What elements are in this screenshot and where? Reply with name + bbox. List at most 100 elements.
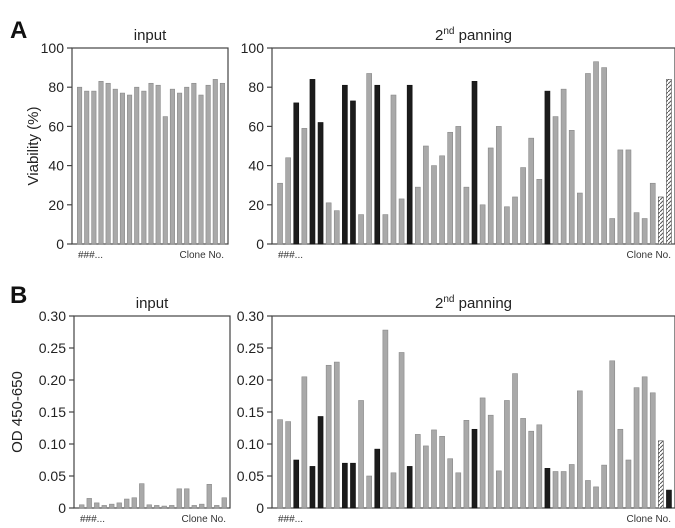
- bar: [585, 73, 591, 245]
- bar: [463, 186, 470, 245]
- bar: [105, 82, 111, 245]
- bar: [536, 179, 543, 245]
- y-tick-label: 0.30: [39, 308, 66, 324]
- panel-label-a: A: [10, 17, 27, 44]
- x-end-label: Clone No.: [180, 250, 224, 261]
- bar: [649, 392, 656, 509]
- bar: [398, 198, 405, 245]
- bar: [98, 81, 104, 245]
- bar: [406, 466, 413, 509]
- bar: [112, 88, 118, 245]
- bar: [479, 204, 486, 245]
- bar: [544, 468, 551, 509]
- bar: [398, 352, 405, 509]
- bar: [423, 445, 429, 509]
- bar: [176, 488, 182, 509]
- y-tick-label: 80: [48, 79, 64, 95]
- x-start-label: ###...: [278, 250, 303, 261]
- chart-a-input: 0 20 40 60 80 100 input Viability (%) ###... Clon…: [25, 27, 229, 261]
- bar: [495, 470, 502, 509]
- bar: [406, 84, 413, 245]
- bar: [325, 202, 332, 245]
- y-tick-label: 0.20: [39, 372, 66, 388]
- x-end-label: Clone No.: [627, 514, 671, 525]
- y-tick-label: 40: [248, 158, 264, 174]
- bar: [191, 82, 197, 245]
- y-tick-label: 60: [48, 118, 64, 134]
- bar: [342, 84, 348, 245]
- bar: [358, 400, 364, 509]
- bar: [390, 472, 397, 509]
- bar: [414, 434, 421, 509]
- y-tick-label: 0: [58, 500, 66, 516]
- y-tick-label: 0.05: [39, 468, 66, 484]
- bar: [155, 84, 161, 245]
- bar: [617, 149, 624, 245]
- bar: [487, 147, 494, 245]
- bar: [609, 360, 616, 509]
- y-tick-label: 0.20: [237, 372, 264, 388]
- y-tick-label: 0: [56, 236, 64, 252]
- bar: [479, 397, 486, 509]
- bar: [658, 196, 664, 245]
- bar: [520, 167, 526, 245]
- bar: [366, 73, 372, 245]
- y-tick-label: 40: [48, 158, 64, 174]
- bar: [101, 505, 107, 509]
- bar: [447, 131, 453, 245]
- x-start-label: ###...: [78, 250, 103, 261]
- bar: [277, 182, 283, 245]
- y-tick-label: 0.10: [39, 436, 66, 452]
- chart-b-panning: 0 0.05 0.10 0.15 0.20 0.25 0.30 2nd panning ###.…: [237, 294, 675, 525]
- bar: [560, 471, 567, 509]
- bar: [169, 88, 175, 245]
- bar: [285, 157, 291, 245]
- bar: [625, 459, 632, 509]
- bar: [544, 90, 551, 245]
- y-axis-label: OD 450-650: [9, 371, 26, 453]
- bar: [293, 459, 300, 509]
- bar: [625, 149, 632, 245]
- bar: [455, 472, 462, 509]
- bar: [309, 79, 316, 245]
- bar: [317, 122, 324, 245]
- bar: [285, 421, 291, 509]
- bar: [342, 462, 348, 509]
- bar: [134, 86, 140, 245]
- bar: [127, 94, 133, 245]
- bar: [333, 361, 340, 509]
- bar: [577, 390, 583, 509]
- bar: [91, 90, 97, 245]
- bar: [301, 376, 308, 509]
- bar: [423, 145, 429, 245]
- bar: [366, 475, 372, 509]
- bar: [552, 471, 559, 509]
- bar: [84, 90, 90, 245]
- chart-title: 2nd panning: [435, 26, 512, 44]
- bar: [325, 364, 332, 509]
- bar: [431, 165, 437, 245]
- bar: [520, 418, 526, 509]
- bar: [77, 86, 83, 245]
- x-end-label: Clone No.: [627, 250, 671, 261]
- bar: [131, 497, 137, 509]
- bar: [568, 130, 575, 245]
- bar: [221, 497, 227, 509]
- bar: [471, 428, 478, 509]
- bar: [309, 466, 316, 509]
- y-tick-label: 100: [41, 40, 65, 56]
- y-tick-label: 100: [241, 40, 265, 56]
- y-tick-label: 20: [248, 197, 264, 213]
- bar: [350, 100, 356, 245]
- bar: [358, 214, 364, 245]
- bar: [198, 94, 204, 245]
- bar: [214, 505, 220, 509]
- bar: [649, 182, 656, 245]
- chart-title: 2nd panning: [435, 294, 512, 312]
- bar: [536, 424, 543, 509]
- bar: [109, 503, 115, 509]
- bar: [139, 483, 145, 509]
- x-start-label: ###...: [80, 514, 105, 525]
- bar: [205, 84, 211, 245]
- bar: [463, 420, 470, 509]
